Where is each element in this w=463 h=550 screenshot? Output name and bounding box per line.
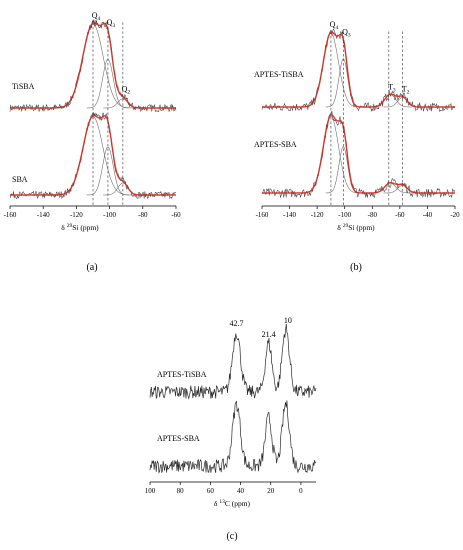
panel-c-peak-labels: 42.7 21.4 10 (229, 316, 291, 339)
spectrum-label-sba: SBA (12, 175, 28, 184)
tick-label-2-4: 20 (267, 487, 275, 495)
component-curve-1-0-2 (368, 94, 413, 108)
panel-a-x-axis-title: δ 29Si (ppm) (61, 223, 99, 232)
tick-label-1-2: -120 (311, 211, 324, 219)
panel-b-x-ticks: -160 -140 -120 -100 -80 -60 -40 -20 (256, 206, 460, 219)
panel-b-peak-labels: Q4 Q3 T3 T2 (330, 20, 410, 95)
tick-label-0-3: -100 (103, 211, 116, 219)
panel-a-label: (a) (86, 262, 97, 273)
peak-label-1-2: T3 (388, 83, 396, 94)
panel-a-x-ticks: -160 -140 -120 -100 -80 -60 (4, 206, 181, 219)
tick-label-0-5: -60 (171, 211, 181, 219)
panel-a-reference-lines (92, 22, 124, 206)
spectrum-trace-0-0 (9, 19, 177, 113)
tick-label-2-1: 80 (177, 487, 185, 495)
tick-label-1-6: -40 (423, 211, 433, 219)
panel-b-label: (b) (350, 262, 362, 273)
spectrum-label-aptes-sba-c: APTES-SBA (157, 434, 200, 443)
tick-label-0-2: -120 (70, 211, 83, 219)
fit-curve-1-0 (262, 31, 455, 108)
tick-label-1-0: -160 (256, 211, 269, 219)
spectrum-label-aptes-tisba-c: APTES-TiSBA (157, 370, 207, 379)
panel-a-component-curves (51, 23, 143, 196)
tick-label-1-5: -60 (395, 211, 405, 219)
panel-b-reference-lines (330, 31, 403, 206)
spectrum-label-aptes-sba: APTES-SBA (254, 140, 297, 149)
peak-label-1-3: T2 (402, 84, 410, 95)
panel-b-noise-traces (261, 28, 456, 199)
panel-a-peak-labels: Q4 Q3 Q2 (92, 11, 131, 96)
peak-label-2-0: 42.7 (229, 319, 243, 328)
panel-c: 100 80 60 40 20 0 42.7 21.4 10 APTES-TiSBA APTE… (145, 316, 317, 542)
tick-label-2-3: 40 (237, 487, 245, 495)
spectrum-label-tisba: TiSBA (12, 82, 35, 91)
component-curve-0-1-1 (86, 146, 130, 196)
tick-label-1-4: -80 (368, 211, 378, 219)
tick-label-2-2: 60 (207, 487, 215, 495)
panel-c-x-axis-title: δ 13C (ppm) (214, 499, 251, 508)
peak-label-1-0: Q4 (330, 20, 339, 31)
component-curve-0-1-0 (53, 116, 133, 196)
spectrum-trace-2-0 (149, 324, 317, 400)
tick-label-1-7: -20 (450, 211, 460, 219)
panel-b-fit-curves (262, 31, 455, 194)
peak-label-0-0: Q4 (92, 11, 101, 22)
panel-b: -160 -140 -120 -100 -80 -60 -40 -20 Q4 Q3 T3 T2 AP… (254, 20, 460, 273)
tick-label-0-1: -140 (37, 211, 50, 219)
peak-label-1-1: Q3 (342, 28, 351, 39)
spectrum-trace-2-1 (149, 400, 317, 474)
spectrum-trace-1-1 (261, 110, 456, 199)
peak-label-0-1: Q3 (107, 18, 116, 29)
fit-curve-1-1 (262, 114, 455, 194)
tick-label-2-5: 0 (299, 487, 303, 495)
peak-label-2-2: 10 (284, 316, 292, 325)
tick-label-0-4: -80 (138, 211, 148, 219)
tick-label-1-3: -100 (338, 211, 351, 219)
panel-c-spectrum-traces (149, 324, 317, 474)
tick-label-0-0: -160 (4, 211, 17, 219)
peak-label-2-1: 21.4 (262, 330, 276, 339)
fit-curve-0-1 (10, 114, 176, 196)
panel-c-label: (c) (226, 531, 237, 542)
spectrum-label-aptes-tisba: APTES-TiSBA (254, 70, 304, 79)
peak-label-0-2: Q2 (122, 85, 131, 96)
tick-label-2-0: 100 (145, 487, 156, 495)
panel-b-x-axis-title: δ 29Si (ppm) (337, 223, 375, 232)
tick-label-1-1: -140 (283, 211, 296, 219)
panel-c-x-ticks: 100 80 60 40 20 0 (145, 482, 303, 495)
